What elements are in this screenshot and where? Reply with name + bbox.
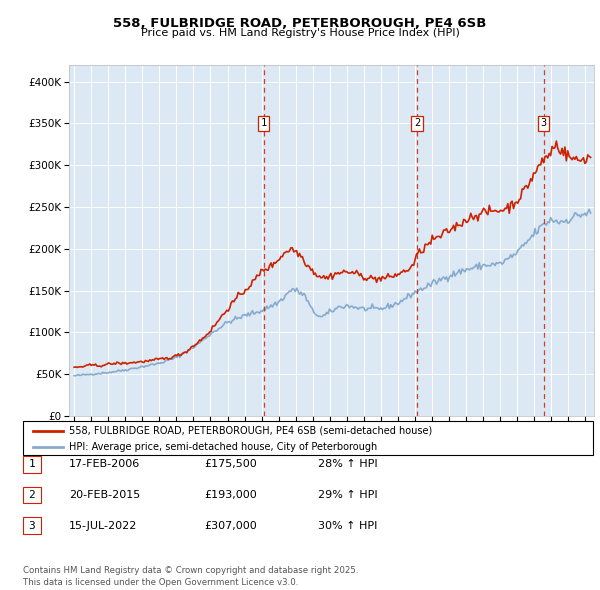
Text: 20-FEB-2015: 20-FEB-2015	[69, 490, 140, 500]
Text: £193,000: £193,000	[204, 490, 257, 500]
Text: 1: 1	[28, 460, 35, 469]
Text: 3: 3	[28, 521, 35, 530]
Text: 29% ↑ HPI: 29% ↑ HPI	[318, 490, 377, 500]
Text: 558, FULBRIDGE ROAD, PETERBOROUGH, PE4 6SB: 558, FULBRIDGE ROAD, PETERBOROUGH, PE4 6…	[113, 17, 487, 30]
Text: 15-JUL-2022: 15-JUL-2022	[69, 521, 137, 530]
Text: 558, FULBRIDGE ROAD, PETERBOROUGH, PE4 6SB (semi-detached house): 558, FULBRIDGE ROAD, PETERBOROUGH, PE4 6…	[69, 426, 432, 436]
Text: £175,500: £175,500	[204, 460, 257, 469]
Text: HPI: Average price, semi-detached house, City of Peterborough: HPI: Average price, semi-detached house,…	[69, 442, 377, 452]
Text: 2: 2	[28, 490, 35, 500]
Text: Price paid vs. HM Land Registry's House Price Index (HPI): Price paid vs. HM Land Registry's House …	[140, 28, 460, 38]
Text: 3: 3	[541, 119, 547, 129]
Text: 17-FEB-2006: 17-FEB-2006	[69, 460, 140, 469]
Text: 30% ↑ HPI: 30% ↑ HPI	[318, 521, 377, 530]
Text: £307,000: £307,000	[204, 521, 257, 530]
Text: 2: 2	[414, 119, 420, 129]
Text: 1: 1	[260, 119, 267, 129]
Text: Contains HM Land Registry data © Crown copyright and database right 2025.
This d: Contains HM Land Registry data © Crown c…	[23, 566, 358, 587]
Text: 28% ↑ HPI: 28% ↑ HPI	[318, 460, 377, 469]
